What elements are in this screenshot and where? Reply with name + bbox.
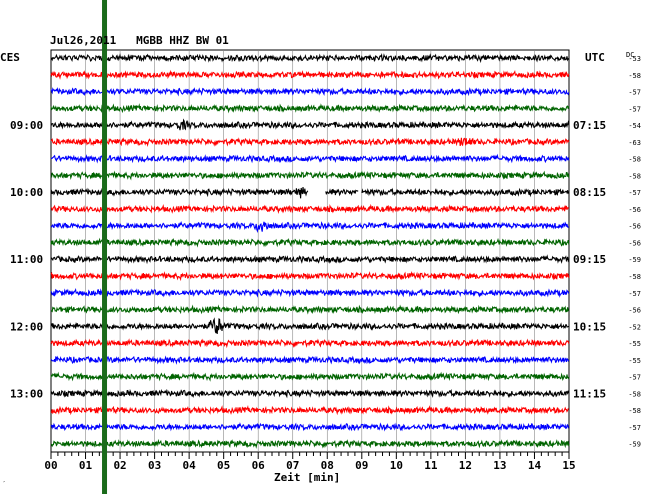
left-timezone-label: CES — [0, 51, 20, 64]
x-tick-label: 07 — [286, 459, 299, 472]
seismic-trace — [50, 304, 570, 315]
x-tick-label: 13 — [493, 459, 506, 472]
plot-frame — [50, 49, 570, 453]
x-tick-label: 00 — [44, 459, 57, 472]
seismic-trace — [50, 405, 569, 416]
dc-offset-value: -55 — [628, 340, 641, 348]
x-tick-label: 05 — [217, 459, 230, 472]
dc-offset-value: -57 — [628, 424, 641, 432]
seismic-trace — [50, 53, 570, 64]
left-time-label: 12:00 — [10, 320, 43, 333]
dc-offset-value: -52 — [628, 323, 641, 331]
x-tick-label: 01 — [79, 459, 93, 472]
right-timezone-label: UTC — [585, 51, 605, 64]
x-tick-label: 09 — [355, 459, 368, 472]
x-tick-label: 03 — [148, 459, 161, 472]
dc-offset-value: -54 — [628, 122, 641, 130]
dc-offset-value: -57 — [628, 189, 641, 197]
dc-offset-value: -63 — [628, 139, 641, 147]
dc-offset-value: -56 — [628, 307, 641, 315]
seismic-trace — [50, 355, 570, 365]
dc-offset-value: -56 — [628, 239, 641, 247]
left-time-label: 13:00 — [10, 387, 43, 400]
dc-offset-value: -57 — [628, 374, 641, 382]
seismic-trace — [50, 254, 570, 265]
x-tick-label: 08 — [321, 459, 334, 472]
left-time-label: 10:00 — [10, 186, 43, 199]
seismic-trace — [50, 287, 570, 298]
x-tick-label: 02 — [113, 459, 126, 472]
seismic-trace — [50, 153, 570, 164]
x-tick-label: 06 — [252, 459, 266, 472]
plot-title: Jul26,2011 MGBB HHZ BW 01 — [50, 34, 229, 47]
dc-offset-value: -59 — [628, 441, 641, 449]
dc-offset-value: -58 — [628, 156, 641, 164]
seismic-trace — [50, 317, 569, 334]
dc-offset-value: -55 — [628, 357, 641, 365]
dc-offset-value: -58 — [628, 390, 641, 398]
dc-offset-value: -56 — [628, 206, 641, 214]
seismic-trace — [51, 170, 570, 181]
seismic-trace — [50, 338, 570, 349]
right-time-label: 08:15 — [573, 186, 606, 199]
seismic-trace — [50, 103, 570, 114]
seismic-trace — [50, 371, 570, 382]
dc-offset-value: -57 — [628, 105, 641, 113]
seismic-trace — [50, 422, 570, 432]
seismic-trace — [50, 137, 570, 148]
seismic-trace — [50, 203, 570, 214]
right-time-label: 09:15 — [573, 253, 606, 266]
dc-offset-label: DC — [626, 51, 635, 59]
dc-offset-value: -58 — [628, 407, 641, 415]
dc-offset-value: -56 — [628, 223, 641, 231]
dc-offset-value: -53 — [628, 55, 641, 63]
seismic-trace — [50, 270, 570, 282]
x-tick-label: 10 — [390, 459, 403, 472]
x-axis-title: Zeit [min] — [274, 471, 341, 484]
seismic-trace — [50, 220, 570, 234]
seismic-trace — [50, 86, 570, 97]
right-time-label: 10:15 — [573, 320, 606, 333]
seismic-trace — [50, 388, 570, 399]
corner-mark: ′ — [2, 480, 7, 488]
x-tick-label: 04 — [183, 459, 197, 472]
dc-offset-value: -58 — [628, 72, 641, 80]
dc-offset-value: -58 — [628, 172, 641, 180]
dc-offset-value: -57 — [628, 290, 641, 298]
x-tick-label: 11 — [424, 459, 438, 472]
seismic-trace — [50, 438, 570, 449]
x-tick-label: 14 — [528, 459, 542, 472]
seismic-trace — [50, 118, 570, 131]
dc-offset-value: -57 — [628, 89, 641, 97]
right-time-label: 07:15 — [573, 119, 606, 132]
right-time-label: 11:15 — [573, 387, 606, 400]
x-tick-label: 15 — [562, 459, 575, 472]
left-time-label: 09:00 — [10, 119, 43, 132]
x-tick-label: 12 — [459, 459, 472, 472]
seismic-trace — [50, 69, 570, 80]
dc-offset-value: -58 — [628, 273, 641, 281]
seismic-trace — [50, 186, 570, 199]
seismic-trace — [50, 237, 570, 248]
left-time-label: 11:00 — [10, 253, 43, 266]
dc-offset-value: -59 — [628, 256, 641, 264]
